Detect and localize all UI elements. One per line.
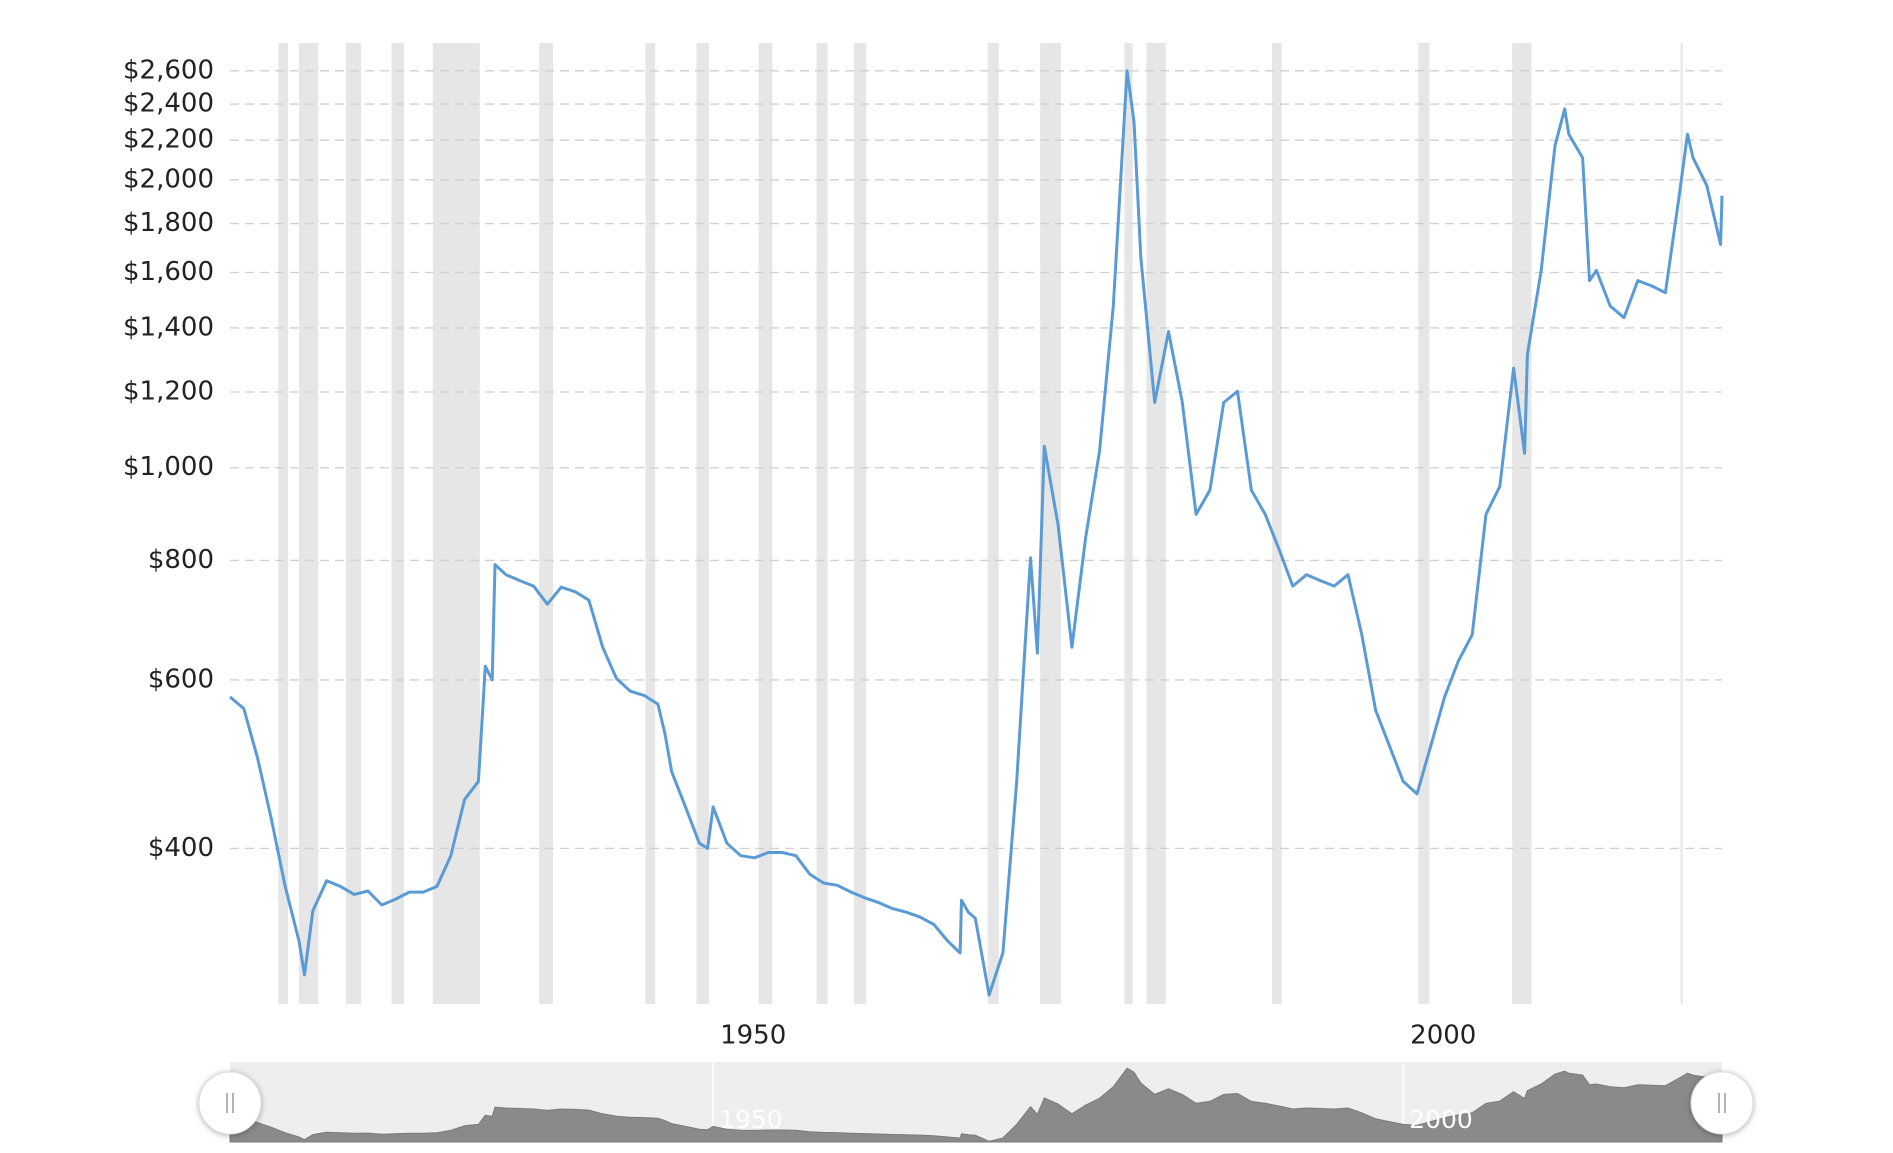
recession-band	[1512, 43, 1532, 1004]
y-tick-label: $2,200	[123, 125, 214, 155]
recession-band	[1418, 43, 1430, 1004]
x-tick-label: 2000	[1410, 1021, 1476, 1051]
recession-band	[1272, 43, 1282, 1004]
recession-band	[758, 43, 773, 1004]
navigator-handle-right[interactable]	[1690, 1071, 1754, 1135]
recession-band	[1124, 43, 1133, 1004]
navigator-tick-label: 2000	[1409, 1105, 1473, 1134]
recession-layer	[278, 43, 1683, 1004]
recession-band	[299, 43, 319, 1004]
line-layer	[229, 69, 1724, 997]
recession-band	[816, 43, 828, 1004]
y-tick-label: $1,200	[123, 376, 214, 406]
recession-band	[278, 43, 288, 1004]
navigator-area	[229, 1067, 1723, 1143]
x-tick-label: 1950	[720, 1021, 786, 1051]
y-tick-label: $400	[148, 833, 214, 863]
grid-layer	[230, 70, 1722, 850]
y-tick-label: $800	[148, 545, 214, 575]
recession-band	[1680, 43, 1683, 1004]
navigator-tick-label: 1950	[719, 1105, 783, 1134]
price-line	[229, 69, 1724, 997]
y-tick-label: $2,000	[123, 164, 214, 194]
recession-band	[696, 43, 709, 1004]
navigator-handles[interactable]	[198, 1071, 1754, 1135]
y-tick-label: $1,000	[123, 452, 214, 482]
recession-band	[345, 43, 362, 1004]
y-tick-label: $2,600	[123, 55, 214, 85]
navigator-handle-left[interactable]	[198, 1071, 262, 1135]
y-tick-label: $1,800	[123, 208, 214, 238]
navigator[interactable]: 1950 2000	[229, 1062, 1723, 1143]
recession-band	[853, 43, 867, 1004]
recession-band	[1146, 43, 1166, 1004]
axis-layer: $400 $600 $800 $1,000 $1,200 $1,400 $1,600 $1,8…	[123, 55, 1476, 1050]
recession-band	[987, 43, 999, 1004]
recession-band	[539, 43, 553, 1004]
recession-band	[645, 43, 656, 1004]
recession-band	[1040, 43, 1061, 1004]
recession-band	[391, 43, 404, 1004]
recession-band	[432, 43, 480, 1004]
y-tick-label: $1,400	[123, 312, 214, 342]
y-tick-label: $1,600	[123, 257, 214, 287]
y-tick-label: $2,400	[123, 89, 214, 119]
y-tick-label: $600	[148, 664, 214, 694]
